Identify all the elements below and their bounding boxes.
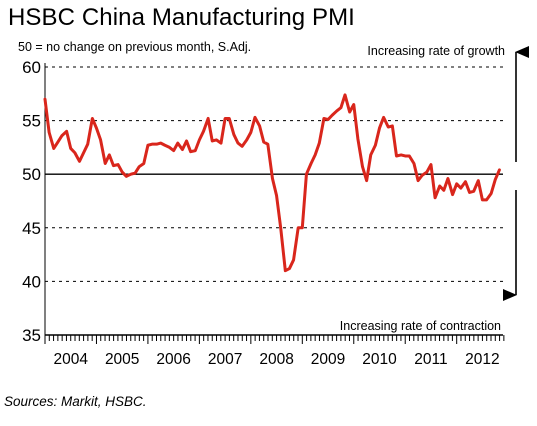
pmi-series-line	[45, 95, 499, 271]
y-tick-label: 45	[22, 219, 41, 238]
y-tick-label: 60	[22, 58, 41, 77]
y-tick-label: 50	[22, 165, 41, 184]
axes: 35 40 45 50 55 60 2004 2005 2006 2007 2008 2009 2010…	[22, 58, 504, 368]
x-tick-label: 2005	[105, 351, 139, 368]
y-tick-label: 55	[22, 112, 41, 131]
x-tick-label: 2006	[156, 351, 190, 368]
y-tick-label: 40	[22, 272, 41, 291]
y-tick-label: 35	[22, 326, 41, 345]
x-tick-label: 2008	[259, 351, 293, 368]
x-tick-label: 2009	[311, 351, 345, 368]
gridlines	[45, 67, 503, 281]
x-tick-label: 2011	[414, 351, 447, 368]
x-tick-label: 2004	[53, 351, 88, 368]
x-tick-label: 2010	[362, 351, 397, 368]
x-tick-label: 2007	[208, 351, 242, 368]
series-line	[45, 95, 499, 271]
x-tick-label: 2012	[465, 351, 499, 368]
